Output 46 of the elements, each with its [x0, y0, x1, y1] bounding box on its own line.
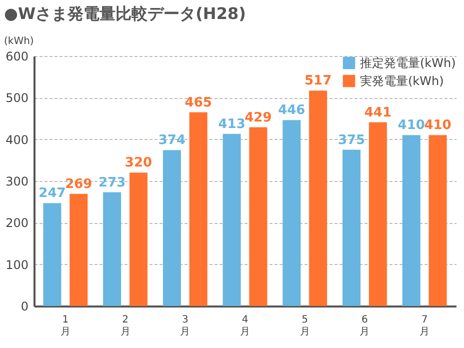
bar: [162, 150, 181, 306]
x-tick-label: 1 月: [60, 314, 70, 338]
x-tick-label: 3 月: [180, 314, 190, 338]
legend-label: 推定発電量(kWh): [360, 56, 456, 70]
data-label: 446: [278, 103, 306, 118]
y-tick-label: 200: [6, 216, 28, 230]
data-label: 273: [98, 175, 126, 190]
bar: [309, 90, 328, 306]
data-label: 410: [398, 118, 425, 134]
x-tick-label: 2 月: [120, 314, 130, 338]
bar: [282, 120, 301, 306]
y-axis-title: (kWh): [4, 36, 34, 47]
bar: [368, 122, 387, 306]
bar: [249, 127, 268, 306]
data-label: 413: [218, 116, 246, 132]
bar: [70, 194, 88, 306]
y-tick-label: 0: [20, 300, 28, 314]
x-tick-label: 5 月: [300, 314, 310, 338]
chart-title: ●Wさま発電量比較データ(H28): [4, 4, 246, 23]
bar: [428, 135, 447, 306]
data-label: 517: [304, 74, 332, 89]
data-label: 320: [124, 156, 152, 171]
bar: [402, 135, 420, 306]
data-label: 269: [65, 176, 92, 192]
data-label: 410: [424, 118, 452, 134]
x-tick-label: 4 月: [240, 314, 250, 338]
legend-label: 実発電量(kWh): [360, 74, 444, 88]
data-label: 429: [244, 110, 272, 126]
bar: [103, 192, 122, 306]
bar: [342, 150, 361, 306]
y-tick-label: 400: [6, 132, 28, 147]
x-tick-label: 7 月: [420, 314, 430, 338]
data-label: 247: [38, 186, 66, 202]
bar: [43, 203, 62, 306]
data-label: 465: [184, 95, 212, 110]
bar: [129, 172, 148, 306]
y-tick-label: 100: [6, 258, 28, 272]
bar: [189, 112, 208, 306]
y-tick-label: 500: [6, 91, 28, 106]
data-label: 441: [364, 105, 392, 120]
x-tick-label: 6 月: [360, 314, 370, 338]
y-tick-label: 600: [6, 50, 28, 64]
bar: [222, 134, 241, 306]
data-label: 374: [158, 133, 186, 148]
data-label: 375: [338, 132, 366, 148]
y-tick-label: 300: [6, 174, 28, 188]
